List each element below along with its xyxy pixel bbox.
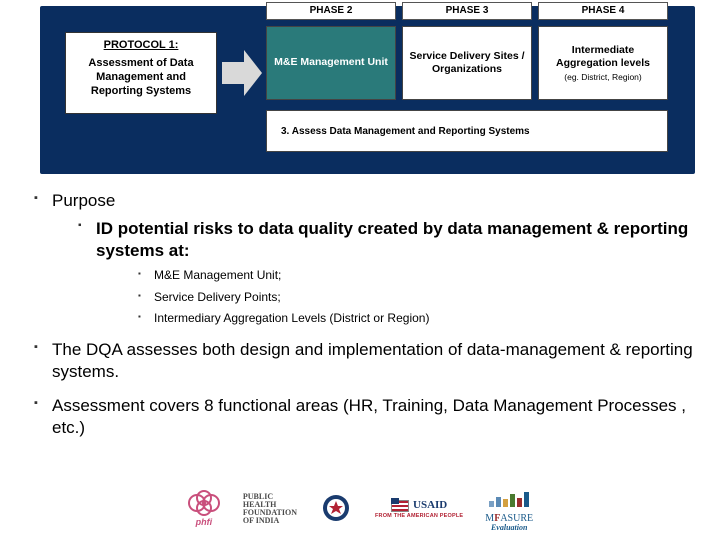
phfi-icon — [187, 490, 221, 516]
footer-logos: phfi PUBLIC HEALTH FOUNDATION OF INDIA — [0, 484, 720, 534]
sub-me-unit: M&E Management Unit; — [138, 268, 700, 284]
phfi-logo: phfi — [187, 490, 221, 527]
slide: PHASE 2 PHASE 3 PHASE 4 PROTOCOL 1: Asse… — [0, 0, 720, 540]
phase-2-card: M&E Management Unit — [266, 26, 396, 100]
usaid-logo: USAID FROM THE AMERICAN PEOPLE — [375, 498, 463, 520]
protocol-box: PROTOCOL 1: Assessment of Data Managemen… — [65, 32, 217, 114]
sub-service-delivery: Service Delivery Points; — [138, 290, 700, 306]
measure-eval: Evaluation — [491, 524, 527, 532]
bullet-risks: ID potential risks to data quality creat… — [76, 218, 700, 327]
phase-4-card: Intermediate Aggregation levels (eg. Dis… — [538, 26, 668, 100]
usaid-sub: FROM THE AMERICAN PEOPLE — [375, 514, 463, 520]
phase-4-note: (eg. District, Region) — [543, 72, 663, 83]
usaid-text: USAID — [413, 500, 447, 512]
measure-logo: MFASURE Evaluation — [485, 486, 533, 533]
phase-3-header: PHASE 3 — [402, 2, 532, 20]
phfi-text-logo: PUBLIC HEALTH FOUNDATION OF INDIA — [243, 493, 297, 525]
phase-2-header: PHASE 2 — [266, 2, 396, 20]
phase-4-header: PHASE 4 — [538, 2, 668, 20]
seal-icon — [319, 495, 353, 521]
bullet-dqa: The DQA assesses both design and impleme… — [30, 339, 700, 383]
arrow-icon — [222, 50, 262, 96]
phase-4-main: Intermediate Aggregation levels — [543, 44, 663, 70]
protocol-subtitle: Assessment of Data Management and Report… — [72, 57, 210, 98]
protocol-title: PROTOCOL 1: — [72, 39, 210, 51]
seal-logo — [319, 495, 353, 523]
purpose-label: Purpose — [52, 191, 115, 210]
ph-l4: OF INDIA — [243, 517, 297, 525]
bullet-risks-text: ID potential risks to data quality creat… — [96, 219, 688, 260]
measure-icon — [487, 486, 531, 512]
content-area: Purpose ID potential risks to data quali… — [30, 190, 700, 451]
phase-3-card: Service Delivery Sites / Organizations — [402, 26, 532, 100]
bullet-functional-areas: Assessment covers 8 functional areas (HR… — [30, 395, 700, 439]
bullet-purpose: Purpose ID potential risks to data quali… — [30, 190, 700, 327]
assess-bar: 3. Assess Data Management and Reporting … — [266, 110, 668, 152]
sub-aggregation: Intermediary Aggregation Levels (Distric… — [138, 311, 700, 327]
phfi-text: phfi — [196, 518, 213, 527]
